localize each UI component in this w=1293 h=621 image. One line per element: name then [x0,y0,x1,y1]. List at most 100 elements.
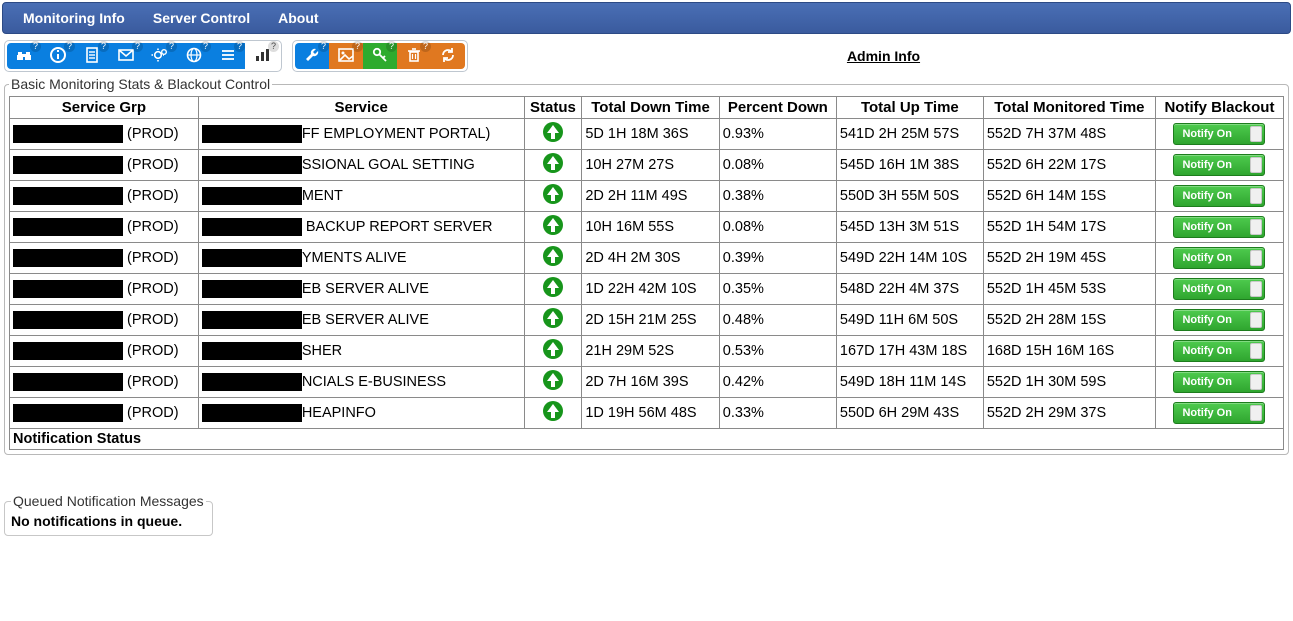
table-row: (PROD)YMENTS ALIVE2D 4H 2M 30S0.39%549D … [10,243,1284,274]
service-group-cell: (PROD) [10,398,199,429]
notify-toggle-label: Notify On [1182,190,1232,202]
total-down-cell: 21H 29M 52S [582,336,719,367]
total-down-cell: 2D 7H 16M 39S [582,367,719,398]
status-cell [524,150,582,181]
notify-toggle[interactable]: Notify On [1173,185,1265,207]
queue-panel: Queued Notification Messages No notifica… [4,493,213,536]
gears-icon[interactable]: ? [143,43,177,69]
status-cell [524,212,582,243]
info-icon[interactable]: ? [41,43,75,69]
notify-toggle[interactable]: Notify On [1173,123,1265,145]
stats-header-row: Service GrpServiceStatusTotal Down TimeP… [10,97,1284,119]
total-monitored-cell: 552D 1H 54M 17S [983,212,1155,243]
total-monitored-cell: 552D 7H 37M 48S [983,119,1155,150]
service-cell: EB SERVER ALIVE [198,305,524,336]
admin-info-link[interactable]: Admin Info [847,48,920,64]
total-down-cell: 10H 27M 27S [582,150,719,181]
notify-toggle[interactable]: Notify On [1173,154,1265,176]
column-header: Percent Down [719,97,836,119]
key-icon[interactable]: ? [363,43,397,69]
wrench-icon[interactable]: ? [295,43,329,69]
notify-blackout-cell: Notify On [1155,305,1283,336]
percent-down-cell: 0.39% [719,243,836,274]
total-up-cell: 550D 6H 29M 43S [836,398,983,429]
service-cell: NCIALS E-BUSINESS [198,367,524,398]
navbar-item[interactable]: Monitoring Info [9,6,139,30]
notify-blackout-cell: Notify On [1155,181,1283,212]
notify-toggle-label: Notify On [1182,345,1232,357]
service-cell: EB SERVER ALIVE [198,274,524,305]
percent-down-cell: 0.42% [719,367,836,398]
notify-toggle[interactable]: Notify On [1173,216,1265,238]
service-cell: BACKUP REPORT SERVER [198,212,524,243]
binoculars-icon[interactable]: ? [7,43,41,69]
service-group-cell: (PROD) [10,181,199,212]
notify-blackout-cell: Notify On [1155,150,1283,181]
notify-blackout-cell: Notify On [1155,398,1283,429]
status-cell [524,243,582,274]
notify-toggle-label: Notify On [1182,376,1232,388]
column-header: Service Grp [10,97,199,119]
percent-down-cell: 0.38% [719,181,836,212]
notify-toggle[interactable]: Notify On [1173,371,1265,393]
total-up-cell: 549D 22H 14M 10S [836,243,983,274]
delete-icon[interactable]: ? [397,43,431,69]
service-cell: SSIONAL GOAL SETTING [198,150,524,181]
total-down-cell: 10H 16M 55S [582,212,719,243]
notify-toggle-label: Notify On [1182,283,1232,295]
total-up-cell: 541D 2H 25M 57S [836,119,983,150]
status-up-icon [542,338,564,360]
document-icon[interactable]: ? [75,43,109,69]
table-row: (PROD) BACKUP REPORT SERVER10H 16M 55S0.… [10,212,1284,243]
total-up-cell: 549D 18H 11M 14S [836,367,983,398]
total-down-cell: 2D 15H 21M 25S [582,305,719,336]
total-up-cell: 545D 16H 1M 38S [836,150,983,181]
total-down-cell: 2D 2H 11M 49S [582,181,719,212]
notify-toggle[interactable]: Notify On [1173,278,1265,300]
percent-down-cell: 0.53% [719,336,836,367]
navbar-item[interactable]: About [264,6,332,30]
notify-blackout-cell: Notify On [1155,274,1283,305]
notification-status-label: Notification Status [10,429,1284,450]
list-icon[interactable]: ? [211,43,245,69]
total-monitored-cell: 552D 6H 14M 15S [983,181,1155,212]
image-icon[interactable]: ? [329,43,363,69]
status-up-icon [542,276,564,298]
service-group-cell: (PROD) [10,119,199,150]
notify-toggle[interactable]: Notify On [1173,402,1265,424]
service-group-cell: (PROD) [10,367,199,398]
toolbar-group: ???? [292,40,468,72]
total-monitored-cell: 552D 2H 29M 37S [983,398,1155,429]
status-up-icon [542,307,564,329]
refresh-icon[interactable] [431,43,465,69]
mail-icon[interactable]: ? [109,43,143,69]
toolbar-group: ???????? [4,40,282,72]
notify-toggle[interactable]: Notify On [1173,309,1265,331]
status-up-icon [542,183,564,205]
service-group-cell: (PROD) [10,150,199,181]
globe-icon[interactable]: ? [177,43,211,69]
top-navbar: Monitoring InfoServer ControlAbout [2,2,1291,34]
notify-blackout-cell: Notify On [1155,367,1283,398]
chart-icon[interactable]: ? [245,43,279,69]
total-up-cell: 549D 11H 6M 50S [836,305,983,336]
status-cell [524,398,582,429]
total-monitored-cell: 552D 6H 22M 17S [983,150,1155,181]
notify-toggle-label: Notify On [1182,159,1232,171]
total-monitored-cell: 552D 2H 19M 45S [983,243,1155,274]
notification-status-row: Notification Status [10,429,1284,450]
column-header: Status [524,97,582,119]
status-up-icon [542,214,564,236]
navbar-item[interactable]: Server Control [139,6,264,30]
notify-toggle[interactable]: Notify On [1173,340,1265,362]
column-header: Total Monitored Time [983,97,1155,119]
notify-toggle[interactable]: Notify On [1173,247,1265,269]
stats-panel: Basic Monitoring Stats & Blackout Contro… [4,76,1289,455]
percent-down-cell: 0.08% [719,212,836,243]
status-cell [524,274,582,305]
table-row: (PROD)FF EMPLOYMENT PORTAL)5D 1H 18M 36S… [10,119,1284,150]
service-cell: FF EMPLOYMENT PORTAL) [198,119,524,150]
stats-panel-legend: Basic Monitoring Stats & Blackout Contro… [9,76,272,92]
column-header: Notify Blackout [1155,97,1283,119]
notify-blackout-cell: Notify On [1155,212,1283,243]
